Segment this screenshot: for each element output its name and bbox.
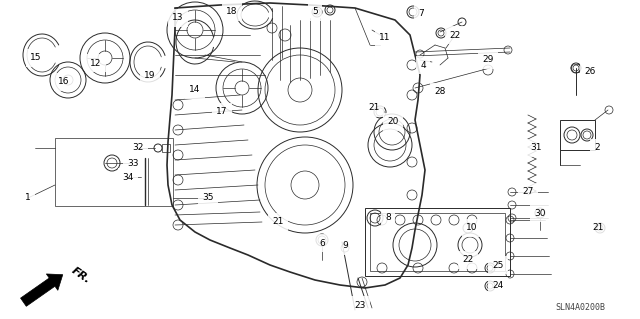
Text: 21: 21 <box>272 218 284 226</box>
Text: 7: 7 <box>418 10 424 19</box>
Text: 12: 12 <box>90 58 102 68</box>
Text: 26: 26 <box>584 68 596 77</box>
Bar <box>365 208 510 276</box>
Text: 13: 13 <box>172 13 184 23</box>
Text: 27: 27 <box>522 188 534 197</box>
Text: 25: 25 <box>492 261 504 270</box>
Text: SLN4A0200B: SLN4A0200B <box>555 303 605 313</box>
Text: FR.: FR. <box>70 265 93 285</box>
Text: 35: 35 <box>202 194 214 203</box>
Text: 22: 22 <box>449 31 461 40</box>
Bar <box>560 120 595 150</box>
Bar <box>370 213 505 271</box>
Text: 23: 23 <box>355 300 365 309</box>
Text: 8: 8 <box>385 213 391 222</box>
Text: 5: 5 <box>312 8 318 17</box>
Text: 21: 21 <box>592 224 604 233</box>
Text: 31: 31 <box>531 144 541 152</box>
Text: 32: 32 <box>132 144 144 152</box>
Text: 30: 30 <box>534 209 546 218</box>
Bar <box>55 138 173 206</box>
Text: 10: 10 <box>467 224 477 233</box>
Text: 18: 18 <box>227 8 237 17</box>
Polygon shape <box>20 274 63 306</box>
Text: 33: 33 <box>127 159 139 167</box>
Text: 20: 20 <box>387 117 399 127</box>
Text: 16: 16 <box>58 78 70 86</box>
Text: 4: 4 <box>420 61 426 70</box>
Text: 14: 14 <box>189 85 201 94</box>
Text: 9: 9 <box>342 241 348 250</box>
Text: 1: 1 <box>25 194 31 203</box>
Text: 6: 6 <box>319 239 325 248</box>
Text: 15: 15 <box>30 54 42 63</box>
Text: 28: 28 <box>435 87 445 97</box>
Text: 2: 2 <box>594 144 600 152</box>
Text: 22: 22 <box>462 256 474 264</box>
Text: 34: 34 <box>122 173 134 182</box>
Text: 21: 21 <box>368 103 380 113</box>
Text: 29: 29 <box>483 56 493 64</box>
Text: 24: 24 <box>492 281 504 291</box>
Bar <box>162 144 170 152</box>
Text: 19: 19 <box>144 70 156 79</box>
Text: 11: 11 <box>380 33 391 42</box>
Text: 17: 17 <box>216 108 228 116</box>
